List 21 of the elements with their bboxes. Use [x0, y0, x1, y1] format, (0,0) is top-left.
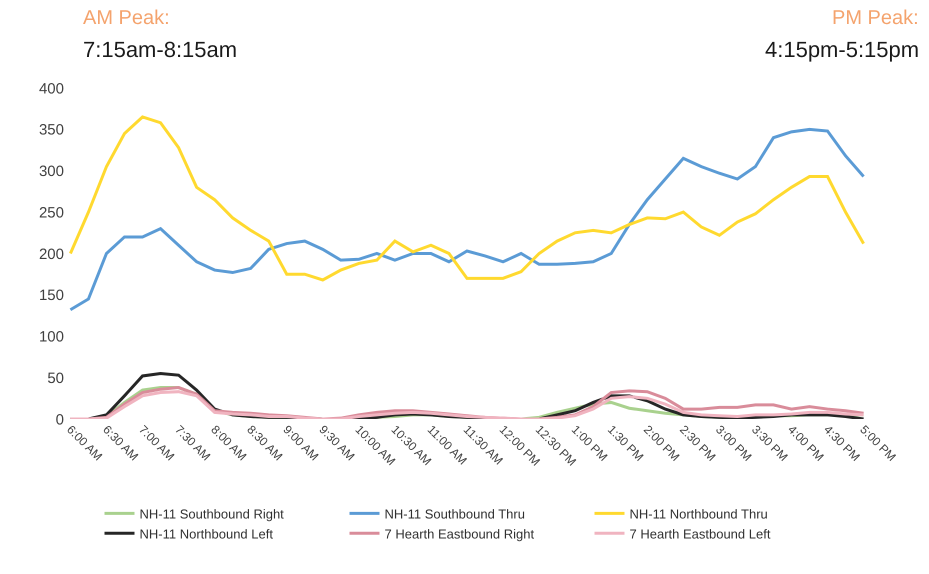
y-tick-label: 150 [38, 287, 64, 304]
text: 4:15pm-5:15pm [765, 37, 920, 62]
legend-label: NH-11 Southbound Thru [384, 506, 525, 522]
text: PM Peak: [832, 7, 919, 29]
line-series [68, 128, 866, 312]
text: AM Peak: [83, 7, 170, 29]
y-tick-label: 0 [56, 411, 64, 428]
y-tick-label: 300 [38, 163, 64, 180]
legend-label: NH-11 Northbound Left [140, 526, 274, 542]
y-tick-label: 350 [38, 122, 64, 139]
y-tick-label: 400 [38, 80, 64, 98]
y-tick-label: 50 [47, 370, 64, 387]
legend-label: NH-11 Northbound Thru [630, 506, 768, 522]
y-tick-label: 200 [38, 246, 64, 263]
y-tick-label: 250 [38, 204, 64, 222]
text: 7:15am-8:15am [83, 37, 238, 62]
legend-label: NH-11 Southbound Right [140, 506, 284, 522]
y-tick-label: 100 [38, 328, 64, 346]
line-series [68, 115, 866, 282]
legend-label: 7 Hearth Eastbound Right [384, 526, 534, 542]
legend-label: 7 Hearth Eastbound Left [630, 526, 771, 542]
